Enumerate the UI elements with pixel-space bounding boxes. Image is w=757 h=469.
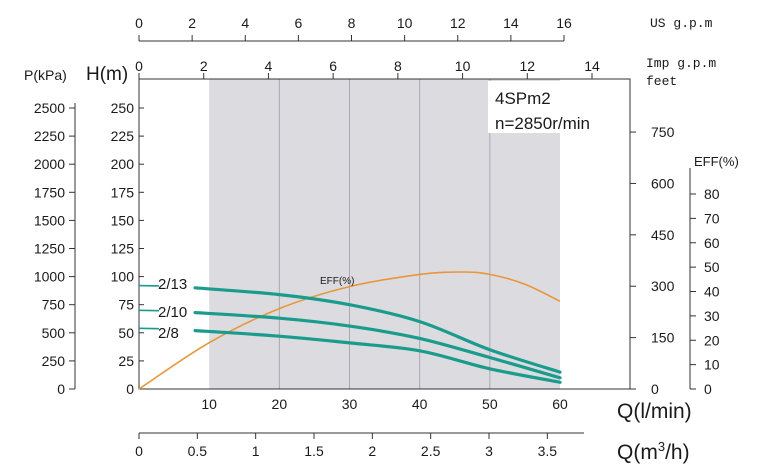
head-tick-label: 50 <box>118 325 134 341</box>
feet-tick-label: 0 <box>651 381 659 397</box>
eff-tick-label: 30 <box>704 308 720 324</box>
pressure-tick-label: 1000 <box>34 269 65 285</box>
imp-gpm-tick-label: 2 <box>200 58 208 74</box>
head-tick-label: 75 <box>118 297 134 313</box>
head-tick-label: 100 <box>111 269 135 285</box>
series-label: 2/13 <box>158 276 187 293</box>
us-gpm-tick-label: 6 <box>294 15 302 31</box>
eff-tick-label: 80 <box>704 186 720 202</box>
us-gpm-tick-label: 2 <box>188 15 196 31</box>
flow-m3h-axis-title: Q(m3/h) <box>617 439 690 464</box>
m3h-tick-label: 2 <box>368 443 376 459</box>
pressure-tick-label: 500 <box>42 325 66 341</box>
x-tick-label: 50 <box>482 396 498 412</box>
us-gpm-tick-label: 16 <box>556 15 572 31</box>
eff-tick-label: 60 <box>704 235 720 251</box>
model-info-box <box>488 81 627 133</box>
eff-tick-label: 10 <box>704 357 720 373</box>
feet-tick-label: 150 <box>651 330 675 346</box>
m3h-tick-label: 3.5 <box>538 443 558 459</box>
us-gpm-tick-label: 14 <box>503 15 519 31</box>
tick-labels-layer: 10 20 30 40 50 600255075100125150175200225250… <box>34 15 720 459</box>
head-tick-label: 125 <box>111 241 135 257</box>
m3h-tick-label: 1 <box>252 443 260 459</box>
flow-m3h-superscript: 3 <box>658 439 665 454</box>
us-gpm-tick-label: 12 <box>450 15 466 31</box>
imp-gpm-tick-label: 4 <box>265 58 273 74</box>
eff-tick-label: 40 <box>704 284 720 300</box>
pressure-tick-label: 1500 <box>34 212 65 228</box>
m3h-tick-label: 0 <box>135 443 143 459</box>
x-tick-label: 40 <box>412 396 428 412</box>
imp-gpm-tick-label: 10 <box>455 58 471 74</box>
head-tick-label: 250 <box>111 100 135 116</box>
imp-gpm-tick-label: 14 <box>584 58 600 74</box>
pressure-tick-label: 1750 <box>34 184 65 200</box>
x-tick-label: 10 <box>201 396 217 412</box>
curves-layer: EFF(%) 2/13 2/10 2/8 <box>138 271 562 390</box>
series-label: 2/8 <box>158 325 179 342</box>
pressure-tick-label: 2500 <box>34 100 65 116</box>
eff-tick-label: 20 <box>704 332 720 348</box>
series-label: 2/10 <box>158 304 187 321</box>
efficiency-curve-label: EFF(%) <box>320 276 354 287</box>
feet-tick-label: 450 <box>651 227 675 243</box>
m3h-tick-label: 2.5 <box>421 443 441 459</box>
x-tick-label: 60 <box>552 396 568 412</box>
head-tick-label: 25 <box>118 353 134 369</box>
model-name: 4SPm2 <box>495 89 551 108</box>
pressure-axis-title: P(kPa) <box>24 67 67 83</box>
pressure-tick-label: 0 <box>57 381 65 397</box>
axis-ticks <box>69 35 696 439</box>
eff-tick-label: 0 <box>704 381 712 397</box>
imp-gpm-tick-label: 6 <box>329 58 337 74</box>
x-tick-label: 20 <box>272 396 288 412</box>
eff-tick-label: 70 <box>704 210 720 226</box>
us-gpm-tick-label: 8 <box>348 15 356 31</box>
eff-tick-label: 50 <box>704 259 720 275</box>
us-gpm-tick-label: 10 <box>397 15 413 31</box>
feet-tick-label: 300 <box>651 278 675 294</box>
feet-axis-title: feet <box>646 74 677 89</box>
pressure-tick-label: 2250 <box>34 128 65 144</box>
speed-label: n=2850r/min <box>495 114 590 133</box>
head-tick-label: 200 <box>111 156 135 172</box>
imp-gpm-tick-label: 8 <box>394 58 402 74</box>
pressure-tick-label: 250 <box>42 353 66 369</box>
series-curve <box>193 329 562 384</box>
m3h-tick-label: 1.5 <box>304 443 324 459</box>
x-tick-label: 30 <box>342 396 358 412</box>
series-curve <box>193 311 562 380</box>
imp-gpm-tick-label: 0 <box>135 58 143 74</box>
efficiency-curve <box>138 271 561 390</box>
head-tick-label: 175 <box>111 184 135 200</box>
imp-gpm-axis-title: Imp g.p.m <box>646 56 716 71</box>
us-gpm-tick-label: 4 <box>241 15 249 31</box>
pressure-tick-label: 1250 <box>34 241 65 257</box>
m3h-tick-label: 0.5 <box>188 443 208 459</box>
series-curve <box>193 286 562 374</box>
head-tick-label: 225 <box>111 128 135 144</box>
head-tick-label: 150 <box>111 212 135 228</box>
feet-tick-label: 750 <box>651 124 675 140</box>
feet-tick-label: 600 <box>651 175 675 191</box>
m3h-tick-label: 3 <box>485 443 493 459</box>
head-axis-title: H(m) <box>86 64 128 85</box>
pressure-tick-label: 750 <box>42 297 66 313</box>
head-tick-label: 0 <box>126 381 134 397</box>
pressure-tick-label: 2000 <box>34 156 65 172</box>
us-gpm-axis-title: US g.p.m <box>650 16 713 31</box>
flow-lpm-axis-title: Q(l/min) <box>617 400 692 423</box>
eff-axis-title: EFF(%) <box>694 154 739 169</box>
us-gpm-tick-label: 0 <box>135 15 143 31</box>
imp-gpm-tick-label: 12 <box>519 58 535 74</box>
